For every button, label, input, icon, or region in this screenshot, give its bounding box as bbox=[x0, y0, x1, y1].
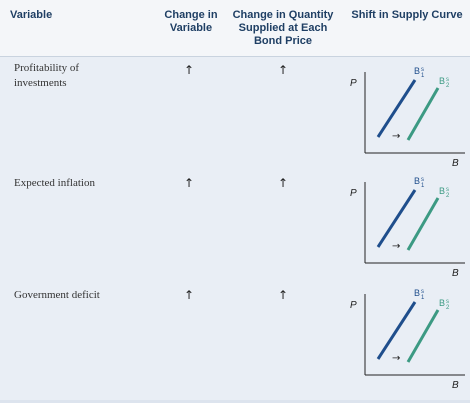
header-shift-in-supply-curve: Shift in Supply Curve bbox=[351, 9, 463, 21]
supply-curve-1 bbox=[376, 79, 417, 138]
supply-curve-2 bbox=[406, 309, 440, 363]
up-arrow-icon: ↑ bbox=[277, 63, 289, 77]
supply-curve-1 bbox=[376, 189, 417, 248]
supply-curve-1 bbox=[376, 301, 417, 360]
x-axis-label: B bbox=[452, 158, 459, 169]
up-arrow-icon: ↑ bbox=[183, 288, 195, 302]
supply-shift-graph: P Bs 1 Bs 2 → B bbox=[350, 288, 465, 391]
curve-2-label: Bs 2 bbox=[439, 76, 450, 89]
supply-curve-2 bbox=[406, 87, 440, 141]
curve-1-label: Bs 1 bbox=[414, 288, 425, 301]
y-axis-label: P bbox=[350, 188, 357, 199]
header-variable: Variable bbox=[10, 9, 53, 21]
curve-1-label: Bs 1 bbox=[414, 176, 425, 189]
up-arrow-icon: ↑ bbox=[277, 176, 289, 190]
header-change-in-variable: Change in Variable bbox=[164, 9, 218, 34]
supply-shift-graph: P Bs 1 Bs 2 → B bbox=[350, 66, 465, 169]
up-arrow-icon: ↑ bbox=[183, 176, 195, 190]
bottom-rule bbox=[0, 400, 470, 403]
y-axis-label: P bbox=[350, 78, 357, 89]
shift-arrow-icon: → bbox=[392, 131, 400, 142]
row-label-profitability: Profitability of investments bbox=[14, 62, 80, 89]
curve-2-label: Bs 2 bbox=[439, 186, 450, 199]
header-change-in-quantity: Change in Quantity Supplied at Each Bond… bbox=[232, 9, 334, 47]
curve-2-label: Bs 2 bbox=[439, 298, 450, 311]
table-header: Variable Change in Variable Change in Qu… bbox=[0, 0, 470, 57]
supply-shift-graph: P Bs 1 Bs 2 → B bbox=[350, 176, 465, 279]
shift-arrow-icon: → bbox=[392, 241, 400, 252]
curve-1-label: Bs 1 bbox=[414, 66, 425, 79]
x-axis-label: B bbox=[452, 268, 459, 279]
supply-curve-2 bbox=[406, 197, 440, 251]
row-label-expected-inflation: Expected inflation bbox=[14, 177, 95, 189]
up-arrow-icon: ↑ bbox=[277, 288, 289, 302]
y-axis-label: P bbox=[350, 300, 357, 311]
row-label-government-deficit: Government deficit bbox=[14, 289, 100, 301]
x-axis-label: B bbox=[452, 380, 459, 391]
up-arrow-icon: ↑ bbox=[183, 63, 195, 77]
shift-arrow-icon: → bbox=[392, 353, 400, 364]
